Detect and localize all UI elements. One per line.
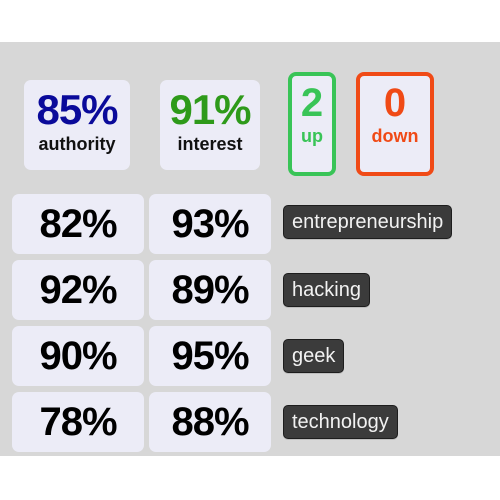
row-interest-score: 93% [149,194,271,254]
tag-entrepreneurship[interactable]: entrepreneurship [283,205,453,239]
row-authority-score: 82% [12,194,144,254]
row-interest-score: 89% [149,260,271,320]
authority-value: 85% [36,86,118,133]
downvote-label: down [371,126,419,146]
row-authority-score: 92% [12,260,144,320]
row-interest-score: 88% [149,392,271,452]
row-authority-score: 78% [12,392,144,452]
authority-label: authority [38,134,116,154]
stats-panel: 85% authority 91% interest 2 up 0 down 8… [0,42,500,456]
tag-hacking[interactable]: hacking [283,273,370,307]
interest-label: interest [177,134,243,154]
downvote-button[interactable]: 0 down [356,72,434,176]
tag-technology[interactable]: technology [283,405,398,439]
row-authority-score: 90% [12,326,144,386]
upvote-label: up [301,126,323,146]
interest-value: 91% [169,86,251,133]
downvote-count: 0 [383,81,407,125]
authority-score-box: 85% authority [24,80,130,170]
tag-geek[interactable]: geek [283,339,345,373]
interest-score-box: 91% interest [160,80,260,170]
row-interest-score: 95% [149,326,271,386]
upvote-button[interactable]: 2 up [288,72,336,176]
upvote-count: 2 [300,81,324,125]
